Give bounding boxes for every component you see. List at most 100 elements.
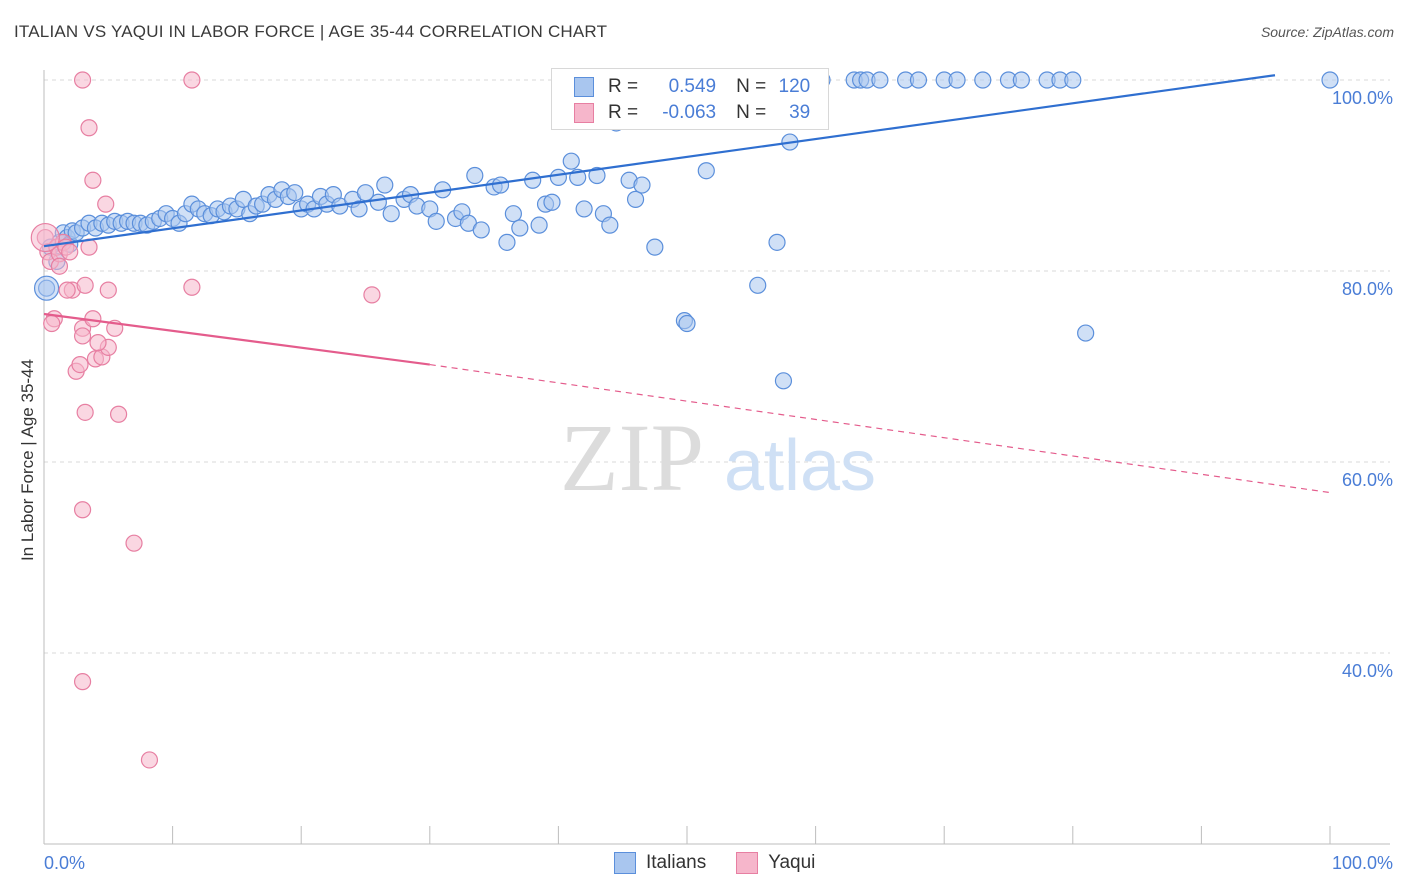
italians-point bbox=[1064, 71, 1082, 89]
italians-point bbox=[382, 205, 400, 223]
legend-item-italians[interactable]: Italians bbox=[614, 852, 706, 874]
yaqui-point bbox=[125, 534, 143, 552]
gridlines bbox=[44, 79, 1390, 654]
y-tick-label: 40.0% bbox=[1342, 661, 1393, 681]
yaqui-point bbox=[43, 314, 61, 333]
yaqui-point bbox=[50, 257, 69, 275]
italians-point bbox=[504, 205, 522, 223]
y-tick-label: 60.0% bbox=[1342, 470, 1393, 490]
yaqui-point bbox=[80, 119, 98, 137]
legend-row-italians: R = 0.549 N = 120 bbox=[574, 75, 810, 99]
yaqui-point bbox=[183, 278, 201, 296]
yaqui-point bbox=[58, 281, 76, 299]
italians-n-value: 120 bbox=[778, 76, 811, 97]
axes bbox=[43, 70, 1390, 845]
italians-point bbox=[697, 162, 715, 180]
x-tick-label: 100.0% bbox=[1332, 853, 1393, 873]
italians-point bbox=[549, 168, 568, 187]
italians-point bbox=[376, 176, 394, 194]
italians-point bbox=[369, 193, 387, 211]
watermark-atlas: atlas bbox=[724, 426, 876, 506]
italians-r-value: 0.549 bbox=[668, 76, 717, 97]
italians-point bbox=[498, 233, 516, 251]
yaqui-point bbox=[73, 71, 92, 89]
yaqui-trend-extension bbox=[429, 363, 1331, 494]
yaqui-n-label: N = bbox=[736, 102, 767, 123]
italians-point bbox=[33, 275, 60, 301]
yaqui-r-label: R = bbox=[608, 102, 639, 123]
italians-point bbox=[562, 152, 580, 170]
yaqui-point bbox=[84, 171, 102, 189]
italians-r-label: R = bbox=[608, 76, 639, 97]
legend-item-yaqui[interactable]: Yaqui bbox=[736, 852, 815, 874]
yaqui-point bbox=[73, 327, 92, 345]
italians-point bbox=[633, 176, 651, 194]
yaqui-point bbox=[73, 673, 92, 691]
italians-point bbox=[768, 233, 786, 251]
yaqui-point bbox=[109, 405, 128, 423]
italians-point bbox=[286, 184, 304, 202]
italians-legend-swatch bbox=[614, 852, 636, 874]
italians-n-label: N = bbox=[736, 76, 767, 97]
yaqui-point bbox=[30, 222, 60, 253]
italians-point bbox=[626, 190, 645, 208]
legend-row-yaqui: R = -0.063 N = 39 bbox=[574, 101, 810, 125]
x-tick-label: 0.0% bbox=[44, 853, 85, 873]
italians-point bbox=[1077, 324, 1095, 342]
italians-point bbox=[974, 71, 992, 89]
italians-point bbox=[1012, 71, 1030, 89]
italians-point bbox=[646, 238, 664, 256]
italians-point bbox=[871, 71, 889, 89]
italians-point bbox=[530, 216, 548, 234]
italians-point bbox=[491, 176, 510, 194]
yaqui-legend-swatch bbox=[736, 852, 759, 874]
italians-point bbox=[427, 212, 445, 230]
yaqui-point bbox=[97, 195, 115, 213]
yaqui-point bbox=[73, 501, 92, 519]
italians-legend-label: Italians bbox=[646, 852, 707, 873]
italians-point bbox=[350, 200, 368, 218]
italians-point bbox=[948, 71, 966, 89]
tick-labels: 100.0% 80.0% 60.0% 40.0% 0.0% 100.0% bbox=[44, 88, 1393, 873]
yaqui-trend-line bbox=[43, 312, 430, 366]
italians-point bbox=[543, 193, 561, 211]
yaqui-point bbox=[61, 243, 79, 261]
trend-lines bbox=[43, 74, 1331, 494]
watermark-zip: ZIP bbox=[560, 404, 704, 511]
yaqui-point bbox=[140, 751, 159, 769]
yaqui-swatch bbox=[574, 103, 594, 123]
yaqui-point bbox=[76, 403, 94, 421]
source-label: Source: ZipAtlas.com bbox=[1260, 24, 1394, 40]
y-tick-label: 100.0% bbox=[1332, 88, 1393, 108]
italians-point bbox=[774, 372, 793, 390]
yaqui-r-value: -0.063 bbox=[662, 102, 717, 123]
italians-point bbox=[909, 71, 928, 89]
italians-trend-line bbox=[43, 74, 1276, 248]
italians-point bbox=[1321, 71, 1339, 89]
italians-point bbox=[575, 200, 593, 218]
italians-point bbox=[678, 314, 696, 333]
series-legend: Italians Yaqui bbox=[614, 852, 845, 874]
italians-point bbox=[588, 166, 606, 185]
yaqui-point bbox=[89, 334, 107, 352]
yaqui-point bbox=[99, 281, 117, 299]
italians-point bbox=[472, 221, 490, 239]
yaqui-point bbox=[183, 71, 201, 89]
italians-point bbox=[749, 276, 767, 294]
yaqui-point bbox=[76, 276, 94, 294]
stats-legend: R = 0.549 N = 120 R = -0.063 N = 39 bbox=[551, 68, 829, 130]
italians-point bbox=[511, 219, 529, 237]
y-axis-label: In Labor Force | Age 35-44 bbox=[18, 359, 37, 561]
italians-point bbox=[601, 216, 619, 234]
y-tick-label: 80.0% bbox=[1342, 279, 1393, 299]
yaqui-point bbox=[363, 286, 381, 304]
series-yaqui-points bbox=[30, 71, 381, 769]
italians-point bbox=[524, 171, 542, 189]
yaqui-n-value: 39 bbox=[789, 102, 811, 123]
yaqui-legend-label: Yaqui bbox=[768, 852, 816, 873]
italians-point bbox=[466, 166, 484, 185]
chart-title: ITALIAN VS YAQUI IN LABOR FORCE | AGE 35… bbox=[14, 22, 608, 41]
yaqui-point bbox=[71, 355, 89, 374]
italians-swatch bbox=[574, 77, 594, 97]
